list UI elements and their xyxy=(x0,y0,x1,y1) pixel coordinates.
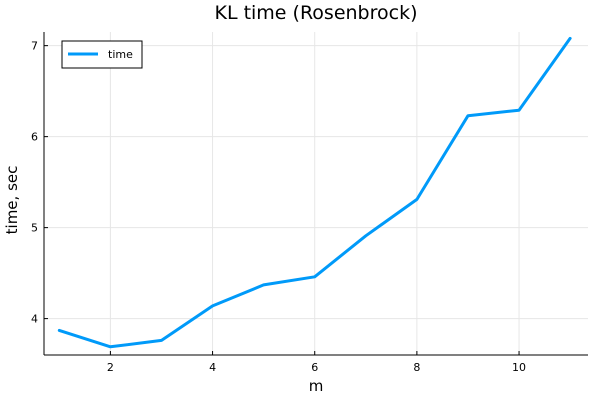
ticks: 2 4 6 8 10 4 5 6 7 xyxy=(31,40,526,374)
legend-label: time xyxy=(108,48,133,61)
series-group xyxy=(57,36,572,349)
series-line-time xyxy=(57,36,572,349)
y-tick-label: 4 xyxy=(31,313,38,326)
axes xyxy=(43,32,588,356)
x-tick-label: 4 xyxy=(209,361,216,374)
chart-title: KL time (Rosenbrock) xyxy=(214,2,417,24)
legend: time xyxy=(61,40,143,69)
y-tick-label: 6 xyxy=(31,131,38,144)
x-tick-label: 8 xyxy=(413,361,420,374)
y-axis-label: time, sec xyxy=(3,166,21,235)
grid xyxy=(44,32,588,355)
y-tick-label: 5 xyxy=(31,222,38,235)
x-tick-label: 6 xyxy=(311,361,318,374)
y-tick-label: 7 xyxy=(31,40,38,53)
x-tick-label: 2 xyxy=(107,361,114,374)
x-tick-label: 10 xyxy=(512,361,526,374)
x-axis-label: m xyxy=(309,377,324,395)
